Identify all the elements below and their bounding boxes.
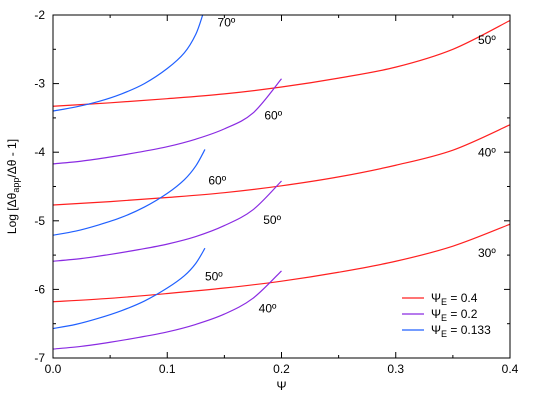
legend-value: = 0.133 <box>447 323 491 337</box>
y-tick-label: -4 <box>34 145 45 159</box>
series-line <box>53 223 510 303</box>
legend-symbol: Ψ <box>431 291 441 305</box>
y-tick-label: -2 <box>34 8 45 22</box>
curve-angle-label: 60º <box>208 173 226 187</box>
legend: ΨE = 0.4ΨE = 0.2ΨE = 0.133 <box>402 291 491 339</box>
curve-angle-label: 60º <box>264 108 282 122</box>
series-line <box>53 78 282 165</box>
curve-angle-label: 70º <box>218 16 236 30</box>
curve-angle-label: 40º <box>478 145 496 159</box>
legend-subscript: E <box>441 297 447 307</box>
y-tick-label: -3 <box>34 77 45 91</box>
curve-angle-label: 50º <box>478 33 496 47</box>
legend-subscript: E <box>441 313 447 323</box>
series-line <box>53 247 206 330</box>
y-axis-title-suffix: /Δθ - 1] <box>5 139 19 178</box>
curve-angle-label: 40º <box>259 302 277 316</box>
legend-label: ΨE = 0.133 <box>431 323 491 339</box>
x-tick-label: 0.1 <box>159 362 176 376</box>
legend-symbol: Ψ <box>431 323 441 337</box>
curve-angle-label: 50º <box>205 269 223 283</box>
x-axis-title: Ψ <box>276 379 286 393</box>
annotations-layer: 70º 50º 60º 60º 40º 50º 30º 50º 40º <box>205 16 496 316</box>
curve-angle-label: 50º <box>263 213 281 227</box>
x-tick-label: 0.3 <box>387 362 404 376</box>
x-tick-label: 0.2 <box>273 362 290 376</box>
y-tick-label: -5 <box>34 214 45 228</box>
series-line <box>53 180 282 262</box>
series-line <box>53 149 206 236</box>
legend-label: ΨE = 0.2 <box>431 307 478 323</box>
y-axis-title: Log [Δθapp/Δθ - 1] <box>5 139 21 234</box>
legend-symbol: Ψ <box>431 307 441 321</box>
y-tick-label: -6 <box>34 282 45 296</box>
series-line <box>53 270 282 350</box>
series-line <box>53 19 510 107</box>
curves-layer <box>53 15 510 350</box>
legend-subscript: E <box>441 329 447 339</box>
x-tick-label: 0.4 <box>502 362 519 376</box>
series-line <box>53 15 204 112</box>
ticks-layer: 0.0 0.1 0.2 0.3 0.4 -7 -6 -5 -4 -3 -2 <box>34 8 518 376</box>
legend-value: = 0.2 <box>447 307 478 321</box>
legend-value: = 0.4 <box>447 291 478 305</box>
x-tick-label: 0.0 <box>45 362 62 376</box>
curve-angle-label: 30º <box>478 246 496 260</box>
series-line <box>53 124 510 206</box>
y-axis-title-sub: app <box>11 178 21 193</box>
y-tick-label: -7 <box>34 351 45 365</box>
legend-label: ΨE = 0.4 <box>431 291 478 307</box>
y-axis-title-prefix: Log [Δθ <box>5 192 19 234</box>
